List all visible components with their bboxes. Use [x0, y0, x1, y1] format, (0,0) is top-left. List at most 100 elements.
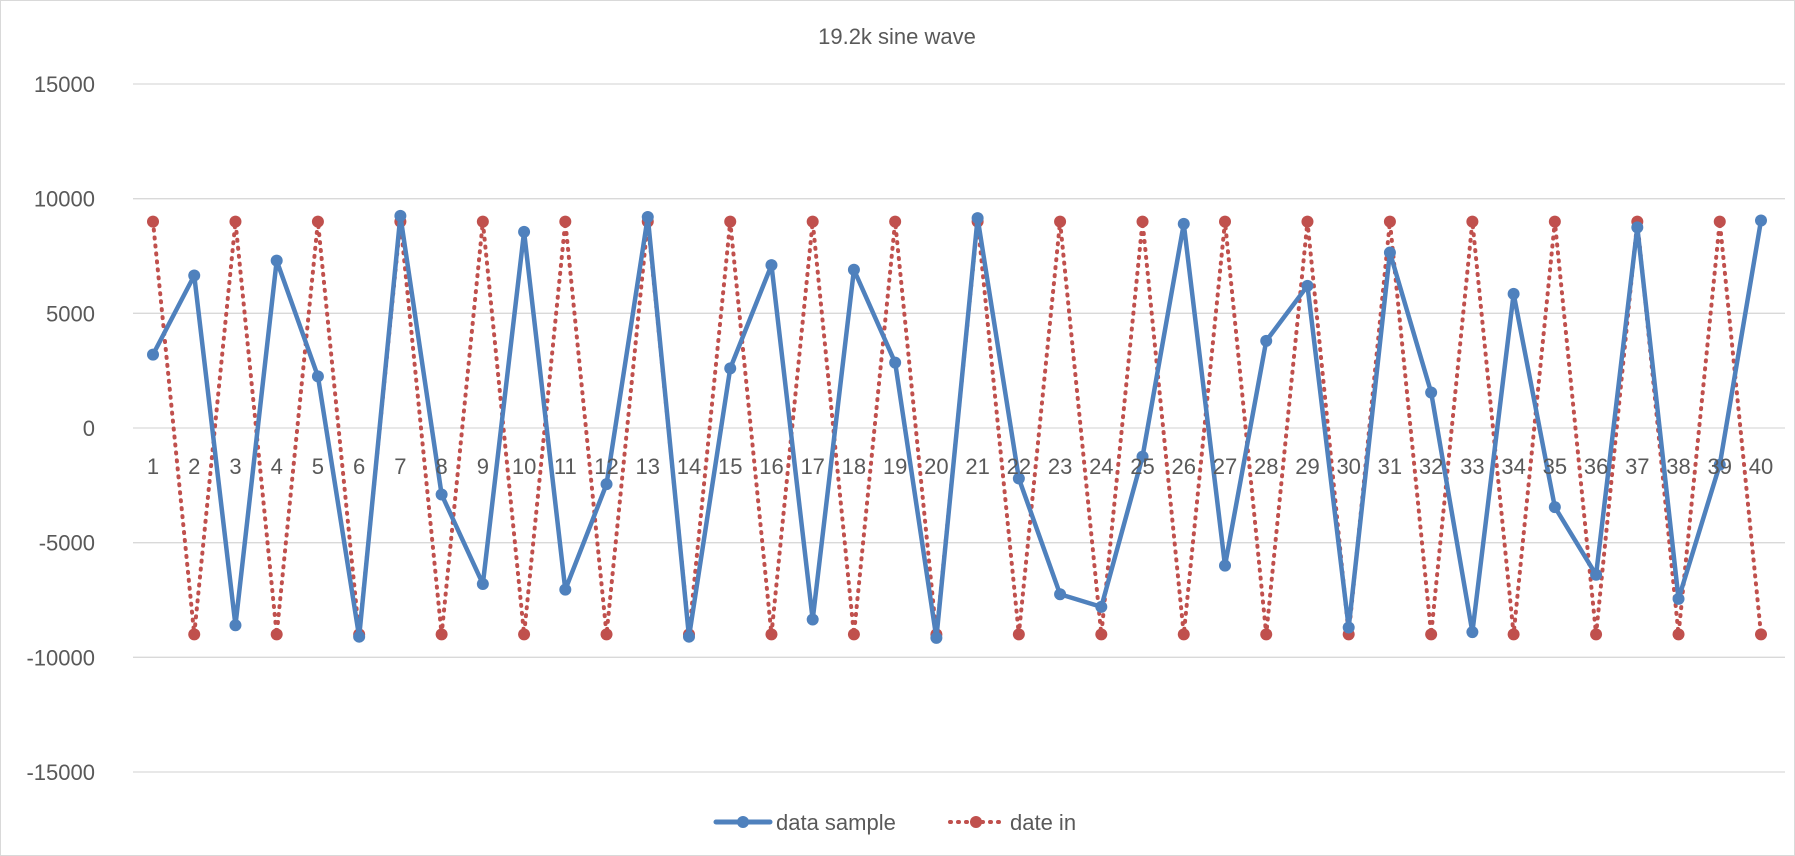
- data-point: [311, 370, 324, 383]
- y-tick-label: -10000: [26, 645, 95, 670]
- x-tick-label: 23: [1048, 454, 1072, 479]
- data-point: [1713, 215, 1726, 228]
- data-point: [435, 628, 448, 641]
- data-point: [806, 215, 819, 228]
- x-tick-label: 30: [1336, 454, 1360, 479]
- y-tick-label: 15000: [34, 72, 95, 97]
- x-tick-label: 36: [1584, 454, 1608, 479]
- data-point: [1054, 588, 1067, 601]
- x-tick-label: 4: [271, 454, 283, 479]
- x-tick-label: 17: [800, 454, 824, 479]
- series-line: [151, 213, 1764, 641]
- data-point: [270, 628, 283, 641]
- data-point: [1219, 215, 1231, 228]
- x-tick-label: 39: [1708, 454, 1732, 479]
- y-tick-label: 5000: [46, 301, 95, 326]
- data-point: [930, 631, 943, 644]
- data-point: [188, 628, 201, 641]
- x-tick-label: 12: [594, 454, 618, 479]
- legend-label: date in: [1010, 810, 1076, 835]
- legend-item-date-in: date in: [948, 810, 1076, 835]
- data-point: [1383, 215, 1396, 228]
- data-point: [1631, 221, 1644, 234]
- data-point: [1177, 217, 1190, 230]
- data-point: [1590, 568, 1603, 581]
- y-tick-label: -5000: [39, 531, 95, 556]
- legend-label: data sample: [776, 810, 896, 835]
- x-tick-label: 34: [1501, 454, 1525, 479]
- data-point: [1260, 628, 1273, 641]
- chart-title: 19.2k sine wave: [818, 24, 976, 49]
- x-tick-label: 38: [1666, 454, 1690, 479]
- x-tick-label: 3: [229, 454, 241, 479]
- data-point: [353, 630, 366, 643]
- data-point: [1548, 215, 1561, 228]
- data-point: [188, 269, 201, 282]
- data-point: [641, 211, 654, 224]
- x-tick-label: 10: [512, 454, 536, 479]
- x-tick-label: 2: [188, 454, 200, 479]
- data-point: [1012, 628, 1025, 641]
- data-point: [1136, 215, 1149, 228]
- legend-marker: [970, 816, 982, 828]
- data-point: [1219, 559, 1231, 572]
- data-point: [1095, 600, 1108, 613]
- data-point: [889, 215, 902, 228]
- data-point: [724, 215, 737, 228]
- data-point: [435, 488, 448, 501]
- data-point: [971, 212, 984, 225]
- data-point: [1054, 215, 1067, 228]
- x-tick-label: 15: [718, 454, 742, 479]
- data-point: [765, 259, 778, 272]
- x-tick-label: 18: [842, 454, 866, 479]
- data-point: [724, 362, 737, 375]
- data-point: [1713, 458, 1726, 471]
- data-point: [229, 215, 242, 228]
- data-point: [229, 619, 242, 632]
- data-point: [683, 630, 695, 643]
- data-point: [1755, 628, 1767, 641]
- x-tick-label: 26: [1172, 454, 1196, 479]
- data-point: [600, 628, 613, 641]
- data-point: [559, 215, 572, 228]
- x-tick-label: 11: [554, 454, 577, 479]
- x-tick-label: 24: [1089, 454, 1113, 479]
- data-point: [1136, 450, 1149, 463]
- x-tick-label: 35: [1543, 454, 1567, 479]
- data-point: [1095, 628, 1108, 641]
- x-tick-label: 25: [1130, 454, 1154, 479]
- data-point: [270, 254, 283, 267]
- data-point: [1590, 628, 1603, 641]
- x-tick-label: 9: [477, 454, 489, 479]
- x-tick-label: 20: [924, 454, 948, 479]
- y-tick-label: -15000: [26, 760, 95, 785]
- data-point: [765, 628, 778, 641]
- x-tick-label: 33: [1460, 454, 1484, 479]
- x-tick-label: 32: [1419, 454, 1443, 479]
- data-point: [147, 215, 159, 228]
- data-point: [847, 628, 860, 641]
- x-tick-label: 14: [677, 454, 701, 479]
- data-point: [1507, 287, 1520, 300]
- data-point: [1425, 628, 1438, 641]
- data-point: [1755, 214, 1767, 227]
- x-tick-label: 27: [1213, 454, 1237, 479]
- data-point: [476, 577, 489, 590]
- data-point: [1672, 592, 1685, 605]
- data-point: [311, 215, 324, 228]
- data-point: [1342, 621, 1355, 634]
- x-tick-label: 13: [636, 454, 660, 479]
- x-tick-label: 6: [353, 454, 365, 479]
- data-point: [1466, 215, 1479, 228]
- x-tick-label: 28: [1254, 454, 1278, 479]
- x-tick-label: 5: [312, 454, 324, 479]
- data-point: [518, 628, 531, 641]
- data-point: [1466, 626, 1479, 639]
- data-point: [559, 583, 572, 596]
- data-point: [147, 348, 159, 361]
- x-tick-label: 21: [965, 454, 989, 479]
- x-tick-label: 40: [1749, 454, 1773, 479]
- x-tick-label: 1: [147, 454, 159, 479]
- x-tick-label: 19: [883, 454, 907, 479]
